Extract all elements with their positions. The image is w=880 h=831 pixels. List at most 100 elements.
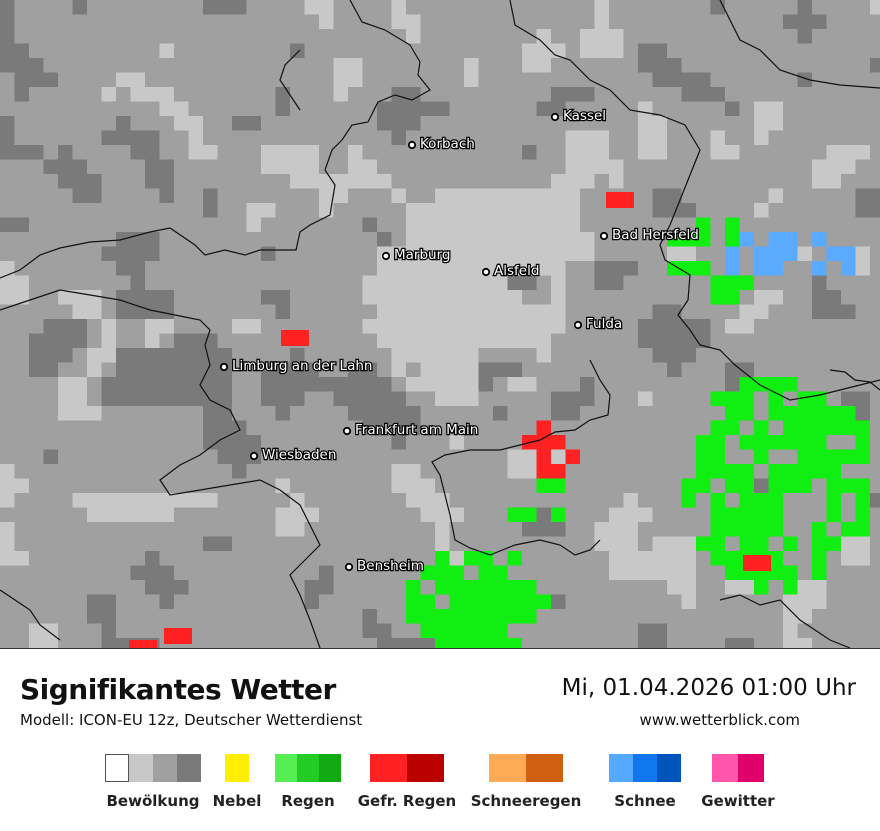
- weather-cell: [493, 377, 509, 393]
- weather-cell: [101, 594, 117, 610]
- weather-cell: [261, 522, 277, 538]
- weather-cell: [159, 565, 175, 581]
- weather-cell: [377, 304, 393, 320]
- weather-cell: [58, 449, 74, 465]
- weather-cell: [203, 174, 219, 190]
- weather-cell: [493, 174, 509, 190]
- weather-cell: [275, 174, 291, 190]
- weather-cell: [681, 43, 697, 59]
- weather-cell: [565, 435, 581, 451]
- weather-cell: [768, 623, 784, 639]
- weather-cell: [101, 362, 117, 378]
- weather-cell: [464, 348, 480, 364]
- weather-cell: [406, 406, 422, 422]
- weather-cell: [406, 319, 422, 335]
- weather-cell: [319, 594, 335, 610]
- weather-cell: [275, 464, 291, 480]
- weather-cell: [580, 478, 596, 494]
- weather-cell: [319, 319, 335, 335]
- weather-cell: [72, 203, 88, 219]
- city-marker[interactable]: Kassel: [550, 107, 607, 125]
- weather-cell: [507, 522, 523, 538]
- weather-cell: [435, 638, 451, 648]
- weather-cell: [696, 319, 712, 335]
- weather-cell: [565, 536, 581, 552]
- city-marker[interactable]: Marburg: [381, 246, 452, 264]
- weather-cell: [0, 29, 16, 45]
- weather-cell: [391, 116, 407, 132]
- weather-cell: [739, 0, 755, 16]
- weather-cell: [754, 72, 770, 88]
- weather-cell: [130, 580, 146, 596]
- weather-cell: [43, 29, 59, 45]
- weather-cell: [29, 507, 45, 523]
- weather-cell: [551, 275, 567, 291]
- weather-cell: [493, 246, 509, 262]
- city-marker[interactable]: Limburg an der Lahn: [219, 357, 374, 375]
- city-marker[interactable]: Wiesbaden: [249, 446, 338, 464]
- weather-cell: [232, 319, 248, 335]
- weather-cell: [609, 275, 625, 291]
- weather-cell: [420, 58, 436, 74]
- weather-cell: [449, 72, 465, 88]
- weather-cell: [449, 275, 465, 291]
- weather-cell: [681, 188, 697, 204]
- weather-cell: [232, 87, 248, 103]
- legend-swatches: [605, 754, 685, 782]
- weather-cell: [290, 130, 306, 146]
- weather-cell: [377, 58, 393, 74]
- weather-cell: [652, 580, 668, 596]
- city-marker[interactable]: Fulda: [573, 315, 623, 333]
- weather-cell: [275, 435, 291, 451]
- weather-cell: [754, 609, 770, 625]
- weather-cell: [710, 174, 726, 190]
- weather-cell: [420, 29, 436, 45]
- weather-cell: [174, 101, 190, 117]
- weather-cell: [101, 348, 117, 364]
- weather-cell: [0, 507, 16, 523]
- city-marker[interactable]: Bensheim: [344, 557, 425, 575]
- weather-cell: [116, 609, 132, 625]
- weather-cell: [623, 377, 639, 393]
- weather-cell: [667, 261, 683, 277]
- weather-cell: [696, 377, 712, 393]
- weather-cell: [377, 377, 393, 393]
- weather-cell: [855, 478, 871, 494]
- weather-cell: [87, 551, 103, 567]
- city-marker[interactable]: Frankfurt am Main: [342, 421, 480, 439]
- weather-cell: [232, 290, 248, 306]
- city-marker[interactable]: Bad Hersfeld: [599, 226, 700, 244]
- weather-cell: [681, 406, 697, 422]
- weather-cell: [725, 449, 741, 465]
- weather-map[interactable]: Kassel Korbach Bad Hersfeld Marburg Alsfeld F…: [0, 0, 880, 648]
- weather-cell: [507, 72, 523, 88]
- weather-cell: [58, 246, 74, 262]
- city-marker[interactable]: Alsfeld: [481, 262, 541, 280]
- weather-cell: [43, 43, 59, 59]
- weather-cell: [0, 348, 16, 364]
- weather-cell: [667, 159, 683, 175]
- weather-cell: [478, 435, 494, 451]
- weather-cell: [594, 594, 610, 610]
- weather-cell: [667, 174, 683, 190]
- weather-cell: [130, 348, 146, 364]
- weather-cell: [348, 580, 364, 596]
- weather-cell: [870, 246, 880, 262]
- weather-cell: [507, 449, 523, 465]
- weather-cell: [275, 565, 291, 581]
- city-marker[interactable]: Korbach: [407, 135, 476, 153]
- weather-cell: [449, 377, 465, 393]
- weather-cell: [246, 420, 262, 436]
- weather-cell: [130, 536, 146, 552]
- weather-cell: [246, 232, 262, 248]
- weather-cell: [377, 507, 393, 523]
- weather-cell: [72, 391, 88, 407]
- website-link[interactable]: www.wetterblick.com: [639, 711, 800, 729]
- weather-cell: [609, 348, 625, 364]
- weather-cell: [812, 435, 828, 451]
- weather-cell: [855, 536, 871, 552]
- weather-cell: [594, 29, 610, 45]
- weather-cell: [304, 580, 320, 596]
- weather-cell: [478, 188, 494, 204]
- weather-cell: [348, 43, 364, 59]
